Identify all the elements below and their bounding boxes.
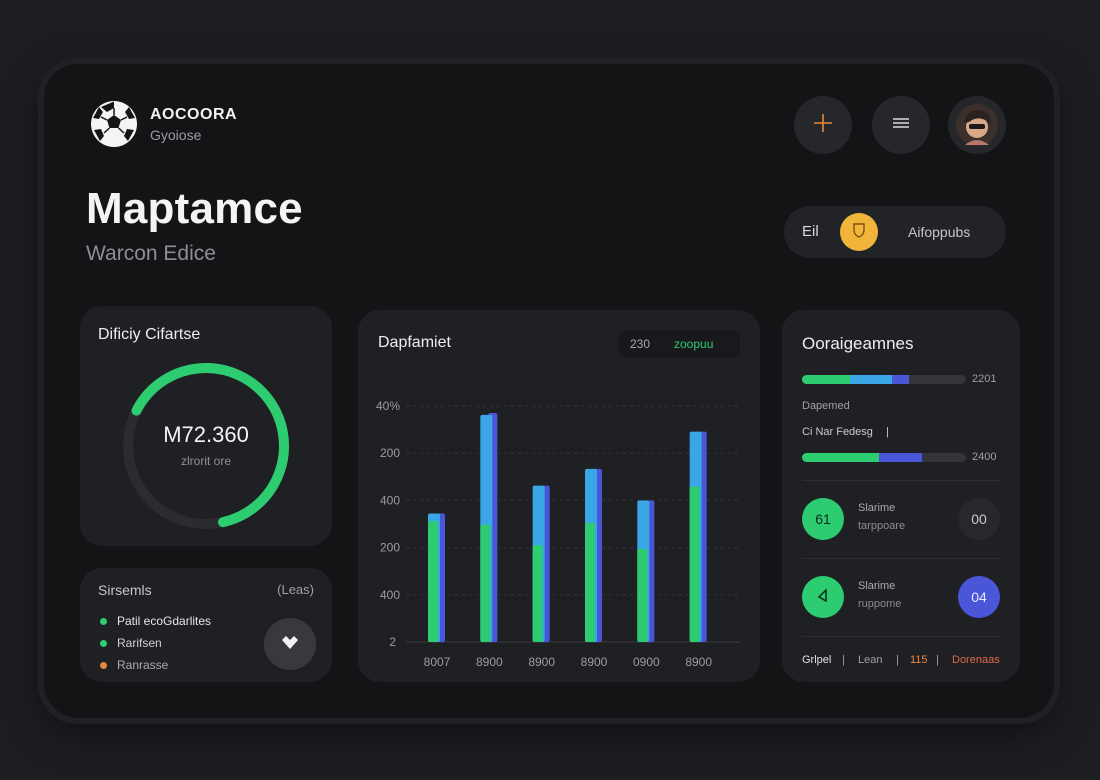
menu-button[interactable] — [872, 96, 930, 154]
avatar[interactable] — [948, 96, 1006, 154]
bar-series-0-0[interactable] — [428, 521, 438, 642]
page-subtitle: Warcon Edice — [86, 242, 216, 265]
row1-action-button[interactable]: 00 — [958, 498, 1000, 540]
x-tick-label: 8900 — [581, 655, 608, 669]
divider — [802, 636, 1000, 637]
mode-toggle[interactable]: Eil Aifoppubs — [784, 206, 1006, 258]
dashboard-window: AOCOORA Gyoiose Maptamce Warcon Edice Ei… — [44, 64, 1054, 718]
gauge-value: M72.360 — [163, 422, 249, 447]
x-tick-label: 8900 — [685, 655, 712, 669]
menu-icon — [890, 115, 912, 136]
add-button[interactable] — [794, 96, 852, 154]
divider — [802, 480, 1000, 481]
toggle-knob[interactable] — [840, 213, 878, 251]
gauge-ring — [123, 363, 289, 529]
bar-series-0-5[interactable] — [689, 486, 700, 642]
plus-icon — [812, 112, 834, 139]
summary-label-b-suffix: | — [885, 426, 889, 438]
progress-segment — [802, 375, 850, 384]
y-tick-label: 400 — [380, 588, 400, 602]
legend-dot — [100, 617, 107, 625]
chart-filter-chips: 230 zoopuu — [618, 330, 740, 358]
legend-item: Rarifsen — [100, 636, 162, 650]
row2-title: Slarime — [858, 580, 896, 592]
soccer-ball-icon — [90, 100, 138, 148]
bar-chart: 40% 200 400 200 400 2 8007 8900 8900 8900 0900 8900 — [376, 399, 740, 669]
legend-dot — [100, 661, 107, 669]
chip-b[interactable]: zoopuu — [674, 337, 714, 351]
x-tick-label: 8900 — [476, 655, 503, 669]
summary-label-b-text: Ci Nar Fedesg — [802, 426, 873, 438]
y-tick-label: 200 — [380, 541, 400, 555]
legend-count: (Leas) — [277, 582, 314, 597]
chart-title: Dapfamiet — [378, 334, 451, 351]
footer-link-b[interactable]: Lean — [858, 654, 883, 666]
summary-card: Ooraigeamnes 2201 Dapemed Ci Nar Fedesg … — [782, 310, 1020, 682]
row2-sub: ruppome — [858, 598, 902, 610]
progress-segment — [802, 453, 880, 462]
footer-link-a[interactable]: Grlpel — [802, 654, 832, 666]
row1-badge: 61 — [802, 498, 844, 540]
gauge-card-title: Dificiy Cifartse — [98, 326, 201, 343]
legend-item: Patil ecoGdarlites — [100, 614, 211, 628]
y-tick-label: 2 — [389, 635, 396, 649]
legend-item: Ranrasse — [100, 658, 168, 672]
row1-sub: tarppoare — [858, 520, 906, 532]
footer-link-d[interactable]: Dorenaas — [952, 654, 1000, 666]
chart-card: Dapfamiet 230 zoopuu 40% 200 400 200 400 2 800… — [358, 310, 760, 682]
bar-series-0-1[interactable] — [480, 524, 491, 642]
divider — [802, 558, 1000, 559]
progress-value-1: 2201 — [972, 373, 997, 385]
footer-sep: | — [936, 654, 939, 666]
x-tick-label: 8007 — [424, 655, 451, 669]
summary-label-a: Dapemed — [802, 400, 850, 412]
heart-icon — [280, 633, 300, 656]
row2-action-button[interactable]: 04 — [958, 576, 1000, 618]
progress-bar-1 — [802, 375, 966, 384]
brand-name: AOCOORA — [150, 106, 238, 123]
progress-bar-2 — [802, 453, 966, 462]
chip-a[interactable]: 230 — [630, 337, 651, 351]
gauge-progress-arc — [131, 363, 289, 528]
legend-title: Sirsemls — [98, 582, 152, 598]
gauge-card: Dificiy Cifartse M72.360 zlrorit ore — [80, 306, 332, 546]
summary-title: Ooraigeamnes — [802, 334, 914, 353]
progress-segment — [892, 375, 909, 384]
summary-label-b: Ci Nar Fedesg | — [802, 426, 889, 438]
legend-label: Ranrasse — [117, 658, 169, 672]
bar-series-0-4[interactable] — [637, 548, 648, 642]
brand-subtitle: Gyoiose — [150, 127, 202, 143]
legend-label: Patil ecoGdarlites — [117, 614, 212, 628]
footer-sep: | — [896, 654, 899, 666]
y-tick-label: 40% — [376, 399, 400, 413]
x-tick-label: 8900 — [528, 655, 555, 669]
play-icon — [815, 587, 831, 607]
progress-segment — [849, 375, 893, 384]
y-tick-label: 200 — [380, 446, 400, 460]
gauge-subtitle: zlrorit ore — [180, 454, 231, 468]
row2-badge — [802, 576, 844, 618]
x-tick-label: 0900 — [633, 655, 660, 669]
legend-label: Rarifsen — [117, 636, 162, 650]
shield-icon — [850, 221, 868, 244]
bar-series-0-3[interactable] — [585, 522, 595, 642]
y-tick-label: 400 — [380, 493, 400, 507]
legend-action-button[interactable] — [264, 618, 316, 670]
progress-segment — [879, 453, 922, 462]
page-title: Maptamce — [86, 184, 303, 233]
row1-title: Slarime — [858, 502, 896, 514]
legend-card: Sirsemls (Leas) Patil ecoGdarlites Rarif… — [80, 568, 332, 682]
progress-value-2: 2400 — [972, 451, 997, 463]
toggle-right-label: Aifoppubs — [908, 224, 971, 240]
toggle-left-label: Eil — [802, 223, 819, 240]
footer-link-c[interactable]: 115 — [910, 654, 928, 666]
legend-dot — [100, 639, 107, 647]
bar-series-0-2[interactable] — [532, 545, 543, 642]
footer-sep: | — [842, 654, 845, 666]
